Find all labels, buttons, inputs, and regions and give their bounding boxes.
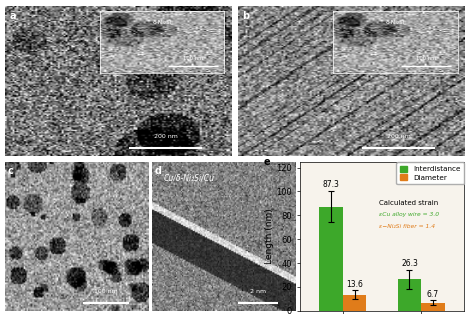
Bar — [398, 279, 421, 311]
Text: 100 nm: 100 nm — [94, 290, 118, 295]
Text: e: e — [264, 157, 270, 167]
Text: 200 nm: 200 nm — [387, 134, 410, 139]
Text: 26.3: 26.3 — [401, 259, 418, 268]
Text: 87.3: 87.3 — [323, 180, 340, 189]
Text: b: b — [242, 11, 250, 21]
Bar — [319, 207, 343, 311]
Y-axis label: Length (nm): Length (nm) — [265, 208, 273, 264]
Text: Cu/δ-Ni₂Si/Cu: Cu/δ-Ni₂Si/Cu — [164, 174, 215, 182]
Legend: Interdistance, Diameter: Interdistance, Diameter — [396, 162, 464, 184]
Bar — [343, 295, 366, 311]
Text: Calculated strain: Calculated strain — [379, 200, 438, 206]
Text: 2 nm: 2 nm — [250, 290, 266, 295]
Text: 200 nm: 200 nm — [153, 134, 177, 139]
Text: 13.6: 13.6 — [346, 280, 363, 289]
Text: εCu alloy wire = 3.0: εCu alloy wire = 3.0 — [379, 212, 439, 217]
Text: d: d — [155, 166, 162, 176]
Text: c: c — [8, 166, 13, 176]
Text: ε−Ni₂Si fiber = 1.4: ε−Ni₂Si fiber = 1.4 — [379, 224, 435, 229]
Text: a: a — [9, 11, 16, 21]
Bar — [421, 303, 445, 311]
Text: 6.7: 6.7 — [427, 290, 439, 299]
